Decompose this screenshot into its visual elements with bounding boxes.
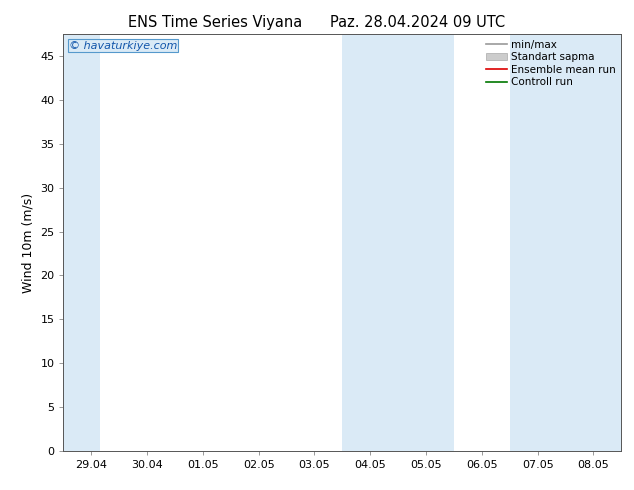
Y-axis label: Wind 10m (m/s): Wind 10m (m/s) [22,193,35,293]
Text: ENS Time Series Viyana      Paz. 28.04.2024 09 UTC: ENS Time Series Viyana Paz. 28.04.2024 0… [129,15,505,30]
Bar [342,34,454,451]
Bar [63,34,100,451]
Legend: min/max, Standart sapma, Ensemble mean run, Controll run: min/max, Standart sapma, Ensemble mean r… [484,37,618,89]
Bar [510,34,621,451]
Text: © havaturkiye.com: © havaturkiye.com [69,41,178,50]
